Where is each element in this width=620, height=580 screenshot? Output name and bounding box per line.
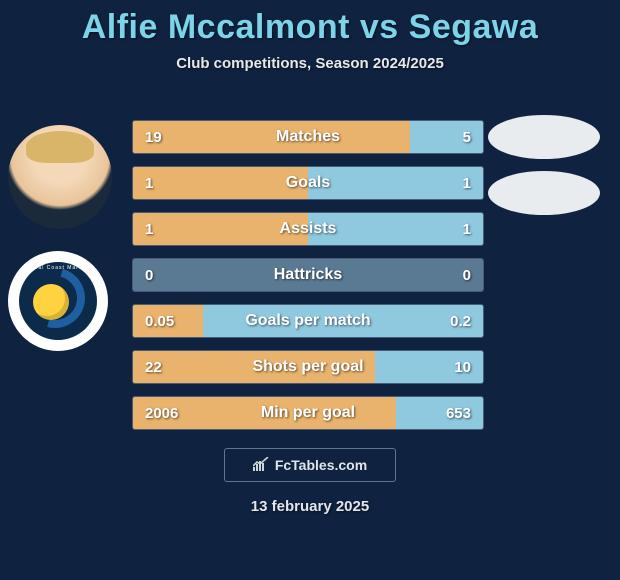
opponent-club-placeholder	[488, 171, 600, 215]
bar-row: 2006653Min per goal	[132, 396, 484, 430]
bar-row: 0.050.2Goals per match	[132, 304, 484, 338]
club-badge: Central Coast Mariners	[8, 251, 108, 351]
bar-label: Shots per goal	[133, 351, 483, 383]
page-title: Alfie Mccalmont vs Segawa	[0, 0, 620, 47]
brand-text: FcTables.com	[275, 457, 367, 473]
opponent-avatar-placeholder	[488, 115, 600, 159]
bar-row: 195Matches	[132, 120, 484, 154]
brand-badge: FcTables.com	[224, 448, 396, 482]
bar-label: Hattricks	[133, 259, 483, 291]
comparison-bars: 195Matches 11Goals 11Assists 00Hattricks 0.0…	[132, 120, 484, 442]
right-column	[488, 115, 600, 227]
bar-label: Goals per match	[133, 305, 483, 337]
bar-row: 11Assists	[132, 212, 484, 246]
bar-row: 2210Shots per goal	[132, 350, 484, 384]
club-badge-ball	[33, 284, 69, 320]
brand-icon	[253, 457, 269, 474]
footer-date: 13 february 2025	[0, 498, 620, 515]
bar-label: Assists	[133, 213, 483, 245]
player-avatar	[8, 125, 112, 229]
bar-row: 00Hattricks	[132, 258, 484, 292]
bar-label: Matches	[133, 121, 483, 153]
bar-row: 11Goals	[132, 166, 484, 200]
avatar-hair-shape	[26, 131, 94, 163]
bar-label: Goals	[133, 167, 483, 199]
bar-label: Min per goal	[133, 397, 483, 429]
page-subtitle: Club competitions, Season 2024/2025	[0, 55, 620, 72]
club-badge-inner: Central Coast Mariners	[19, 262, 97, 340]
left-column: Central Coast Mariners	[8, 125, 112, 351]
